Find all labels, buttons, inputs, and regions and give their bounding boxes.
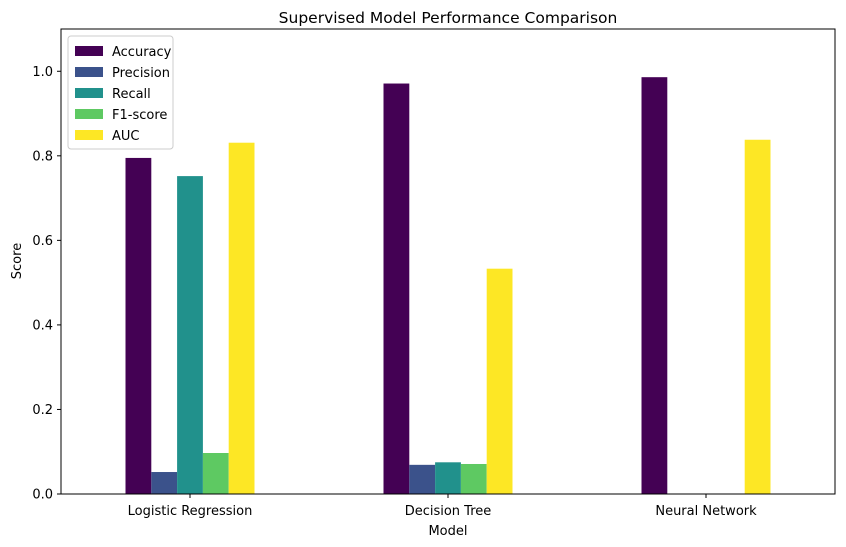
- bar-recall-1: [435, 462, 461, 494]
- y-tick-label: 1.0: [32, 65, 53, 80]
- x-tick-label: Neural Network: [655, 504, 757, 519]
- legend-swatch: [75, 88, 103, 98]
- y-tick-label: 0.6: [32, 234, 53, 249]
- x-tick-label: Decision Tree: [405, 504, 492, 519]
- bar-recall-0: [177, 176, 203, 495]
- bar-accuracy-1: [383, 83, 410, 494]
- legend-label: AUC: [112, 129, 140, 144]
- legend-label: Accuracy: [112, 45, 172, 60]
- y-axis-label: Score: [10, 243, 25, 279]
- x-axis-label: Model: [428, 524, 467, 539]
- bar-f1-score-1: [460, 463, 487, 494]
- bar-auc-2: [744, 139, 771, 494]
- bar-auc-1: [486, 268, 513, 494]
- bar-accuracy-2: [641, 77, 668, 494]
- y-tick-label: 0.0: [32, 488, 53, 503]
- bar-auc-0: [228, 142, 255, 494]
- bar-f1-score-0: [202, 453, 229, 494]
- legend-swatch: [75, 67, 103, 77]
- legend-label: F1-score: [112, 108, 167, 123]
- legend: Accuracy Precision Recall F1-score AUC: [67, 35, 174, 150]
- bars-group: [125, 77, 771, 495]
- bar-precision-0: [151, 472, 178, 494]
- legend-label: Recall: [112, 87, 151, 102]
- bar-accuracy-0: [125, 157, 152, 494]
- chart-title: Supervised Model Performance Comparison: [279, 9, 618, 27]
- legend-frame: [67, 35, 174, 150]
- y-tick-label: 0.2: [32, 403, 53, 418]
- bar-precision-1: [409, 464, 436, 494]
- legend-swatch: [75, 46, 103, 56]
- y-tick-label: 0.4: [32, 318, 53, 333]
- legend-label: Precision: [112, 66, 170, 81]
- legend-swatch: [75, 130, 103, 140]
- x-axis: Logistic Regression Decision Tree Neural N…: [128, 494, 757, 519]
- y-axis: 0.0 0.2 0.4 0.6 0.8 1.0: [32, 65, 61, 503]
- x-tick-label: Logistic Regression: [128, 504, 253, 519]
- legend-swatch: [75, 109, 103, 119]
- y-tick-label: 0.8: [32, 149, 53, 164]
